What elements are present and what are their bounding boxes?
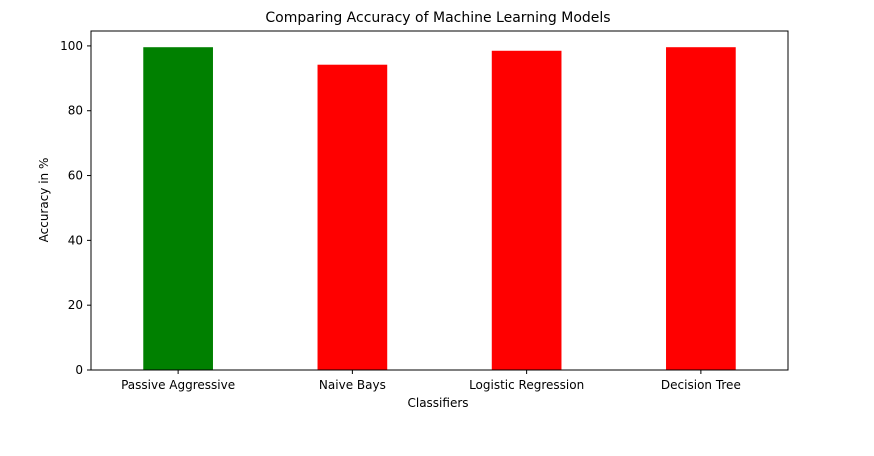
x-axis-label: Classifiers [407,396,468,410]
y-tick-label: 60 [68,169,83,183]
y-tick-label: 80 [68,104,83,118]
y-tick-label: 20 [68,298,83,312]
y-axis-label: Accuracy in % [37,158,51,243]
bar-passive-aggressive [143,47,213,370]
y-tick-label: 0 [75,363,83,377]
y-axis: 0 20 40 60 80 100 [60,39,91,377]
x-tick-label: Logistic Regression [469,378,584,392]
x-tick-label: Naive Bays [319,378,386,392]
plot-area-frame [90,30,789,371]
bars [143,47,736,371]
bar-decision-tree [666,47,736,370]
y-tick-label: 100 [60,39,83,53]
x-tick-label: Decision Tree [661,378,741,392]
x-axis: Passive Aggressive Naive Bays Logistic Reg… [121,370,741,392]
bar-naive-bays [317,64,388,371]
bar-logistic-regression [491,50,562,371]
chart-title: Comparing Accuracy of Machine Learning M… [265,10,610,26]
y-tick-label: 40 [68,233,83,247]
x-tick-label: Passive Aggressive [121,378,235,392]
